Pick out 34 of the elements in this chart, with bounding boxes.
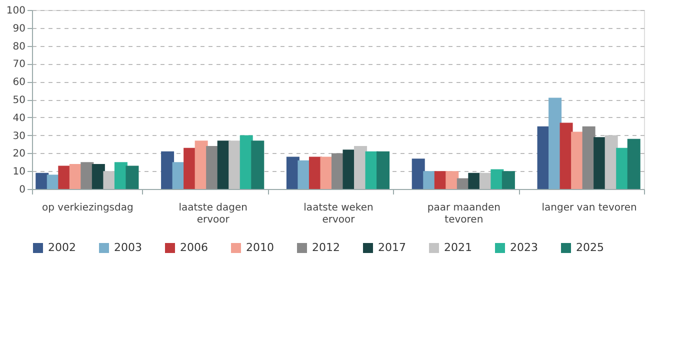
bar (376, 151, 390, 189)
legend-label: 2025 (576, 241, 604, 254)
x-tick-label: laatste weken ervoor (304, 202, 374, 226)
y-tick-label: 50 (12, 95, 26, 106)
legend-label: 2010 (246, 241, 274, 254)
bar (446, 171, 459, 189)
bar (126, 166, 139, 189)
y-tick-label: 80 (12, 41, 26, 52)
legend-label: 2006 (180, 241, 208, 254)
y-tick-label: 20 (12, 148, 26, 160)
legend-label: 2003 (114, 241, 142, 254)
bar (502, 171, 515, 189)
legend-label: 2002 (48, 241, 76, 254)
y-tick-label: 0 (19, 184, 26, 196)
x-tick-label: langer van tevoren (542, 202, 637, 214)
y-tick-label: 30 (12, 130, 26, 142)
legend-label: 2017 (378, 241, 406, 254)
y-tick-label: 10 (12, 166, 26, 178)
legend-label: 2023 (510, 241, 538, 254)
legend-label: 2021 (444, 241, 472, 254)
bar (412, 158, 425, 189)
legend-label: 2012 (312, 241, 340, 254)
bar (161, 151, 174, 189)
bar (251, 140, 264, 189)
x-tick-label: op verkiezingsdag (42, 202, 134, 214)
x-tick-label: laatste dagen ervoor (178, 202, 248, 226)
y-tick-label: 60 (12, 77, 26, 88)
x-tick-label: paar maanden tevoren (427, 202, 500, 226)
bar (548, 98, 562, 189)
y-tick-label: 40 (12, 112, 26, 124)
bar (627, 138, 640, 189)
y-tick-label: 100 (6, 6, 26, 16)
y-tick-label: 70 (12, 59, 26, 70)
y-tick-label: 90 (12, 23, 26, 34)
